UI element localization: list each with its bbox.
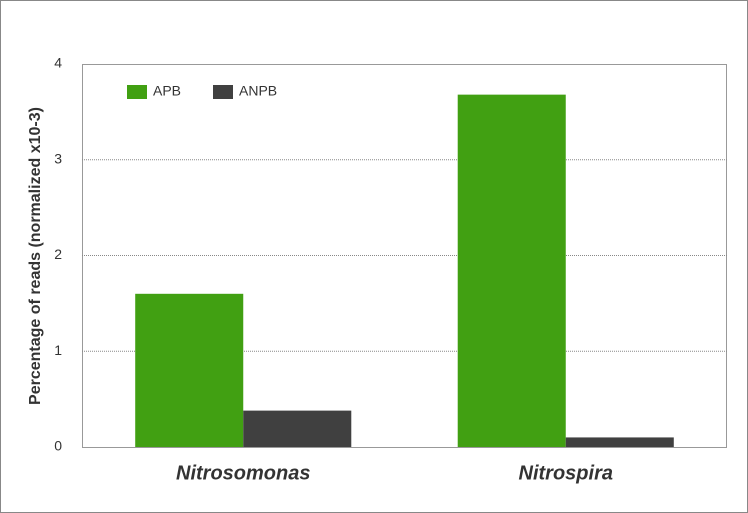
y-tick-label: 4 — [54, 55, 62, 71]
legend-swatch — [127, 85, 147, 99]
legend-label: APB — [153, 83, 181, 99]
bar — [565, 437, 674, 447]
bar — [243, 410, 352, 447]
x-tick-label: Nitrospira — [519, 462, 613, 484]
x-tick-label: Nitrosomonas — [176, 462, 310, 484]
y-axis-label: Percentage of reads (normalized x10-3) — [27, 107, 44, 405]
legend-label: ANPB — [239, 83, 277, 99]
y-tick-label: 0 — [54, 438, 62, 454]
y-tick-label: 1 — [54, 342, 62, 358]
bar — [135, 293, 244, 447]
y-tick-label: 3 — [54, 150, 62, 166]
bar — [457, 94, 566, 447]
y-tick-label: 2 — [54, 246, 62, 262]
legend-swatch — [213, 85, 233, 99]
